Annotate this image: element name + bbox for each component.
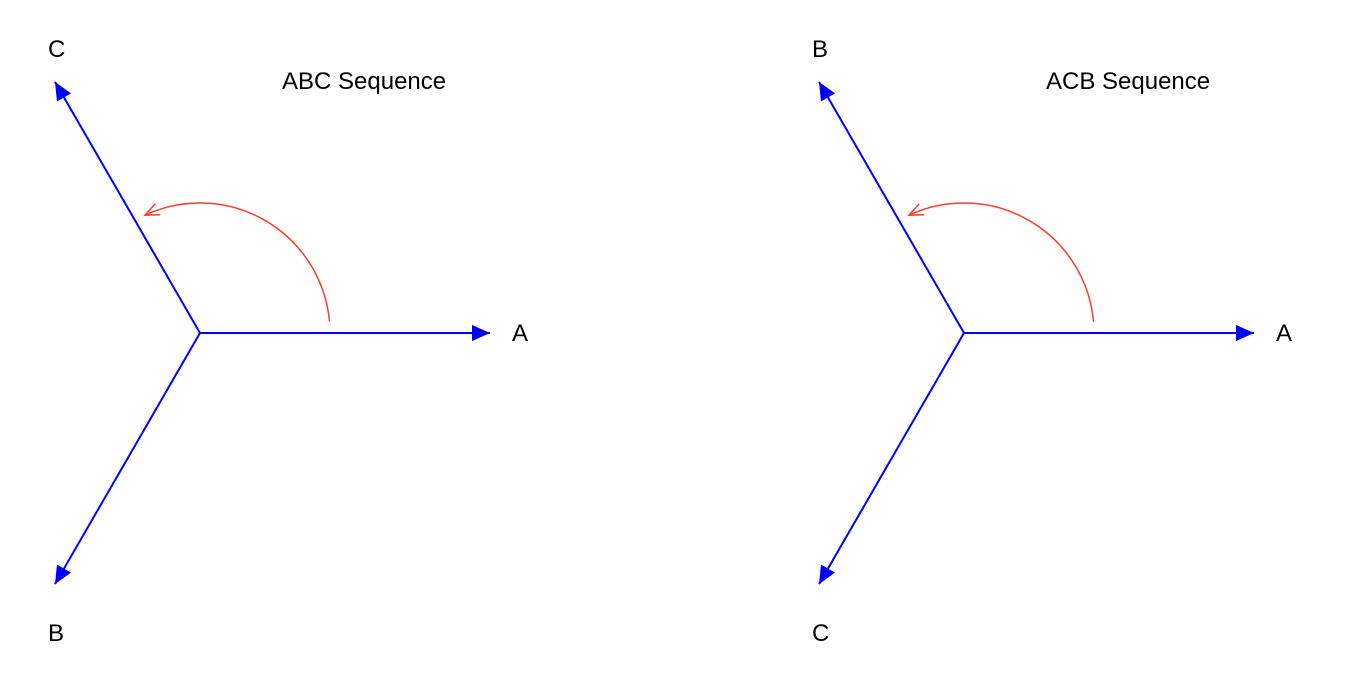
vector-label-left-A: A bbox=[512, 320, 528, 348]
vector-label-right-B: B bbox=[812, 36, 828, 64]
vector-label-right-A: A bbox=[1276, 320, 1292, 348]
rotation-arc-right bbox=[909, 203, 1093, 322]
diagram-svg bbox=[0, 0, 1348, 679]
vector-arrowhead-left-C bbox=[55, 82, 71, 102]
vector-arrowhead-right-C bbox=[819, 565, 835, 585]
vector-arrowhead-left-B bbox=[55, 565, 71, 585]
vector-line-right-C bbox=[819, 333, 964, 584]
diagram-title-right: ACB Sequence bbox=[1046, 68, 1210, 96]
vector-line-left-C bbox=[55, 82, 200, 333]
diagram-title-left: ABC Sequence bbox=[282, 68, 446, 96]
diagram-container: A C B ABC Sequence A B C ACB Sequence bbox=[0, 0, 1348, 679]
vector-line-right-B bbox=[819, 82, 964, 333]
vector-label-left-B: B bbox=[48, 620, 64, 648]
vector-arrowhead-right-A bbox=[1236, 325, 1254, 341]
vector-arrowhead-left-A bbox=[472, 325, 490, 341]
vector-label-right-C: C bbox=[812, 620, 829, 648]
vector-line-left-B bbox=[55, 333, 200, 584]
vector-arrowhead-right-B bbox=[819, 82, 835, 102]
vector-label-left-C: C bbox=[48, 36, 65, 64]
rotation-arc-left bbox=[145, 203, 329, 322]
